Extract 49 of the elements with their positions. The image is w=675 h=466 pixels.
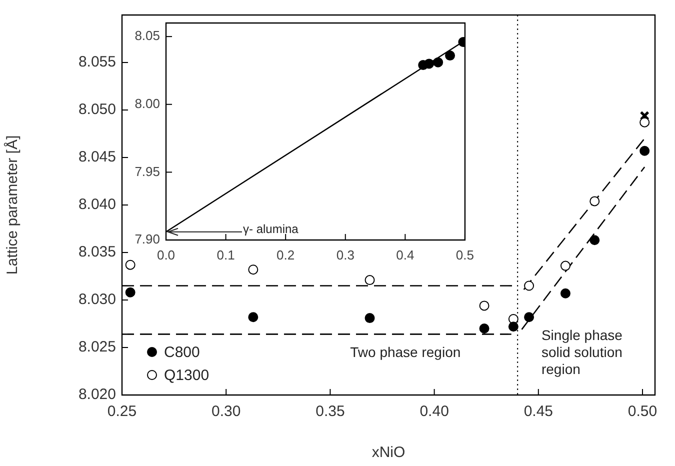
y-tick-label: 8.055 <box>78 54 116 71</box>
x-tick-label: 0.35 <box>316 403 345 420</box>
x-tick-label: 0.50 <box>628 403 658 420</box>
y-tick-label: 8.040 <box>78 196 116 214</box>
legend-label: C800 <box>164 344 200 362</box>
y-tick-label: 8.030 <box>78 291 116 308</box>
x-tick-label: 0.40 <box>420 403 449 420</box>
point <box>560 260 570 271</box>
x-tick-label: 0.1 <box>216 247 235 262</box>
x-tick-label: 0.25 <box>107 403 137 420</box>
y-tick-label: 7.90 <box>134 232 160 247</box>
point <box>248 264 258 275</box>
point <box>590 196 600 206</box>
y-tick-label: 8.05 <box>134 28 160 44</box>
point <box>125 260 136 270</box>
x-tick-label: 0.45 <box>524 403 554 420</box>
annotation: γ- alumina <box>243 222 299 236</box>
point <box>508 322 518 332</box>
x-tick-label: 0.2 <box>276 247 295 262</box>
point <box>524 280 534 291</box>
point <box>640 117 650 128</box>
x-tick-label: 0.4 <box>396 247 414 262</box>
point <box>479 300 490 311</box>
legend-label: Q1300 <box>164 367 210 384</box>
y-tick-label: 8.035 <box>78 244 116 261</box>
y-axis-title: Lattice parameter [Å] <box>3 135 22 275</box>
y-tick-label: 8.025 <box>78 338 116 356</box>
annotation: Single phase solid solution region <box>541 326 623 377</box>
point <box>479 324 490 334</box>
point <box>640 146 650 156</box>
x-tick-label: 0.30 <box>212 403 241 420</box>
y-tick-label: 7.95 <box>134 164 160 179</box>
point <box>560 288 570 298</box>
y-tick-label: 8.00 <box>134 96 160 111</box>
x-tick-label: 0.5 <box>456 247 474 262</box>
point <box>590 235 600 246</box>
y-tick-label: 8.045 <box>78 148 116 166</box>
point <box>364 275 375 286</box>
x-axis-title: xNiO <box>372 444 406 462</box>
point <box>248 312 258 322</box>
point <box>640 110 650 121</box>
y-tick-label: 8.050 <box>78 101 116 118</box>
point <box>125 287 136 298</box>
point <box>524 312 534 322</box>
annotation: Two phase region <box>350 344 461 360</box>
x-tick-label: 0.0 <box>156 247 176 262</box>
x-tick-label: 0.3 <box>336 247 354 262</box>
point <box>364 313 375 324</box>
y-tick-label: 8.020 <box>78 386 116 404</box>
